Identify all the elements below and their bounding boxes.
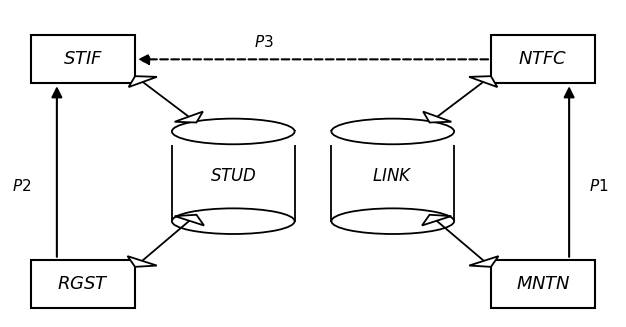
- Polygon shape: [469, 76, 497, 87]
- Text: $\it{STIF}$: $\it{STIF}$: [63, 50, 103, 68]
- Text: $\it{P3}$: $\it{P3}$: [254, 34, 274, 50]
- Polygon shape: [175, 215, 204, 226]
- Text: $\it{LINK}$: $\it{LINK}$: [372, 167, 413, 185]
- Bar: [331, 131, 454, 221]
- Text: $\it{NTFC}$: $\it{NTFC}$: [518, 50, 568, 68]
- Text: $\it{P2}$: $\it{P2}$: [12, 178, 31, 194]
- Bar: [31, 35, 135, 83]
- Ellipse shape: [172, 208, 295, 234]
- Ellipse shape: [172, 119, 295, 144]
- Polygon shape: [470, 256, 498, 267]
- Ellipse shape: [331, 119, 454, 144]
- Bar: [171, 131, 296, 145]
- Polygon shape: [175, 112, 203, 123]
- Bar: [491, 260, 595, 308]
- Text: $\it{STUD}$: $\it{STUD}$: [210, 167, 257, 185]
- Bar: [330, 131, 455, 145]
- Bar: [172, 131, 295, 221]
- Text: $\it{MNTN}$: $\it{MNTN}$: [516, 275, 570, 293]
- Polygon shape: [128, 256, 156, 267]
- Polygon shape: [423, 112, 451, 123]
- Ellipse shape: [331, 208, 454, 234]
- Text: $\it{RGST}$: $\it{RGST}$: [57, 275, 109, 293]
- Polygon shape: [422, 215, 451, 226]
- Bar: [31, 260, 135, 308]
- Polygon shape: [129, 76, 157, 87]
- Bar: [491, 35, 595, 83]
- Text: $\it{P1}$: $\it{P1}$: [588, 178, 608, 194]
